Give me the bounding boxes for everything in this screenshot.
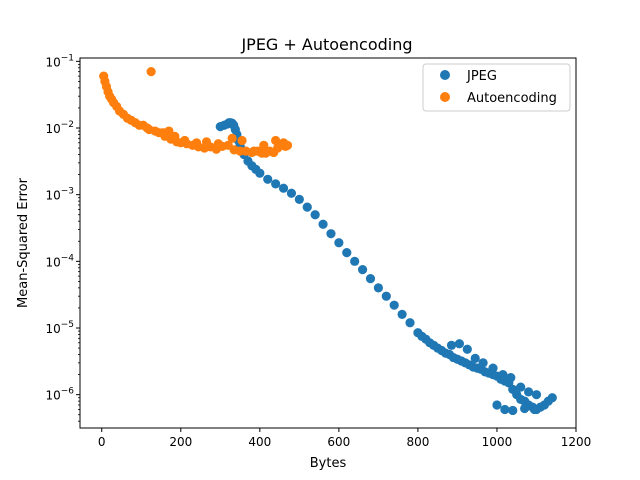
jpeg-point	[278, 183, 289, 193]
autoencoding-point	[164, 126, 174, 136]
jpeg-point	[271, 179, 281, 189]
jpeg-point	[381, 291, 391, 301]
jpeg-point	[523, 387, 534, 397]
autoencoding-point	[227, 133, 237, 143]
y-tick-label: 10−2	[45, 120, 74, 136]
jpeg-point	[529, 404, 540, 415]
jpeg-point	[365, 274, 376, 284]
jpeg-point	[389, 300, 399, 310]
jpeg-point	[334, 238, 344, 248]
autoencoding-point	[180, 135, 190, 146]
jpeg-point	[310, 210, 320, 220]
x-tick-label: 0	[98, 435, 106, 449]
jpeg-point	[286, 188, 297, 198]
autoencoding-point	[259, 140, 269, 150]
x-tick-label: 600	[327, 435, 350, 449]
x-tick-label: 800	[406, 435, 429, 449]
y-tick-label: 10−6	[45, 387, 74, 403]
jpeg-point	[500, 404, 510, 415]
x-axis-ticks: 0 200 400 600 800 1000 1200	[98, 428, 591, 449]
jpeg-point	[506, 373, 516, 383]
y-tick-label: 10−1	[45, 53, 74, 69]
autoencoding-point	[271, 135, 281, 146]
legend-marker-jpeg	[440, 70, 450, 80]
x-tick-label: 1200	[561, 435, 592, 449]
jpeg-point	[350, 256, 360, 266]
jpeg-point	[397, 309, 407, 319]
jpeg-point	[342, 248, 352, 258]
autoencoding-point	[170, 131, 180, 141]
jpeg-point	[294, 194, 304, 204]
jpeg-point	[488, 363, 498, 373]
legend: JPEG Autoencoding	[422, 63, 571, 112]
jpeg-point	[255, 168, 265, 178]
jpeg-point	[547, 393, 557, 403]
autoencoding-point	[237, 135, 247, 146]
jpeg-point	[516, 382, 526, 392]
jpeg-point	[478, 358, 488, 368]
chart-title: JPEG + Autoencoding	[240, 35, 412, 54]
plot-frame	[79, 57, 577, 429]
legend-label-autoencoding: Autoencoding	[467, 91, 557, 106]
jpeg-point	[446, 340, 457, 350]
legend-label-jpeg: JPEG	[466, 69, 497, 84]
jpeg-point	[470, 353, 480, 363]
legend-marker-autoencoding	[440, 92, 450, 102]
autoencoding-point	[191, 138, 202, 148]
autoencoding-point	[278, 138, 289, 148]
x-axis-label: Bytes	[310, 456, 347, 471]
autoencoding-point	[201, 137, 212, 147]
jpeg-point	[373, 283, 383, 293]
y-axis-label: Mean-Squared Error	[16, 177, 31, 308]
jpeg-point	[492, 400, 502, 410]
jpeg-point	[508, 405, 518, 416]
data-points	[99, 67, 557, 416]
jpeg-point	[318, 219, 328, 229]
x-tick-label: 200	[169, 435, 192, 449]
jpeg-point	[357, 265, 368, 275]
autoencoding-point	[146, 67, 156, 77]
autoencoding-point	[213, 139, 223, 149]
x-tick-label: 400	[248, 435, 271, 449]
jpeg-point	[462, 344, 472, 354]
jpeg-point	[520, 403, 530, 414]
y-tick-label: 10−4	[45, 253, 74, 269]
jpeg-point	[326, 229, 336, 239]
jpeg-point	[454, 339, 465, 349]
jpeg-point	[498, 370, 508, 380]
x-tick-label: 1000	[482, 435, 513, 449]
jpeg-point	[263, 174, 273, 184]
y-tick-label: 10−3	[45, 187, 74, 203]
y-axis-ticks: 10−6 10−5 10−4 10−3 10−2 10−1	[45, 53, 80, 422]
legend-box	[422, 63, 571, 112]
jpeg-point	[405, 318, 415, 328]
autoencoding-point	[249, 146, 259, 156]
y-tick-label: 10−5	[45, 320, 74, 336]
jpeg-point	[531, 390, 542, 400]
jpeg-point	[302, 202, 312, 212]
